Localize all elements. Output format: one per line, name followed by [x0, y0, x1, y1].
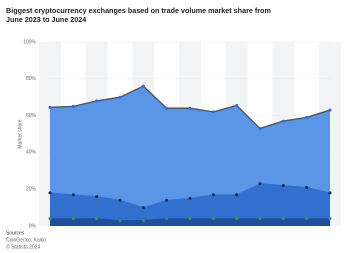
y-tick-label: 60% — [26, 113, 37, 119]
point — [281, 119, 285, 123]
point — [328, 217, 332, 221]
point — [258, 126, 262, 130]
point — [71, 104, 75, 108]
point — [118, 95, 122, 99]
y-tick-label: 20% — [26, 187, 37, 193]
y-tick-label: 100% — [23, 39, 36, 45]
y-tick-label: 40% — [26, 150, 37, 156]
area — [50, 183, 330, 221]
chart-title: Biggest cryptocurrency exchanges based o… — [6, 6, 271, 24]
point — [211, 110, 215, 114]
point — [71, 193, 75, 197]
point — [281, 217, 285, 221]
point — [235, 217, 239, 221]
point — [305, 115, 309, 119]
point — [48, 191, 52, 195]
point — [211, 217, 215, 221]
point — [235, 103, 239, 107]
point — [328, 191, 332, 195]
copyright: © Statista 2024 — [6, 243, 40, 250]
source-label: Sources — [6, 230, 25, 236]
point — [258, 182, 262, 186]
point — [188, 106, 192, 110]
point — [95, 195, 99, 199]
point — [281, 184, 285, 188]
point — [95, 99, 99, 103]
point — [95, 217, 99, 221]
point — [165, 198, 169, 202]
point — [258, 217, 262, 221]
point — [71, 217, 75, 221]
point — [118, 218, 122, 222]
y-axis-label: Market share — [17, 119, 23, 148]
point — [48, 105, 52, 109]
point — [188, 196, 192, 200]
y-tick-label: 80% — [26, 76, 37, 82]
area — [50, 86, 330, 208]
point — [211, 193, 215, 197]
point — [188, 217, 192, 221]
y-tick-label: 0% — [29, 223, 37, 229]
point — [141, 218, 145, 222]
point — [118, 198, 122, 202]
point — [165, 106, 169, 110]
point — [141, 206, 145, 210]
point — [141, 84, 145, 88]
point — [235, 193, 239, 197]
point — [305, 185, 309, 189]
point — [328, 108, 332, 112]
point — [48, 217, 52, 221]
point — [165, 217, 169, 221]
source: CoinGecko; Kaiko — [6, 237, 46, 243]
point — [305, 217, 309, 221]
